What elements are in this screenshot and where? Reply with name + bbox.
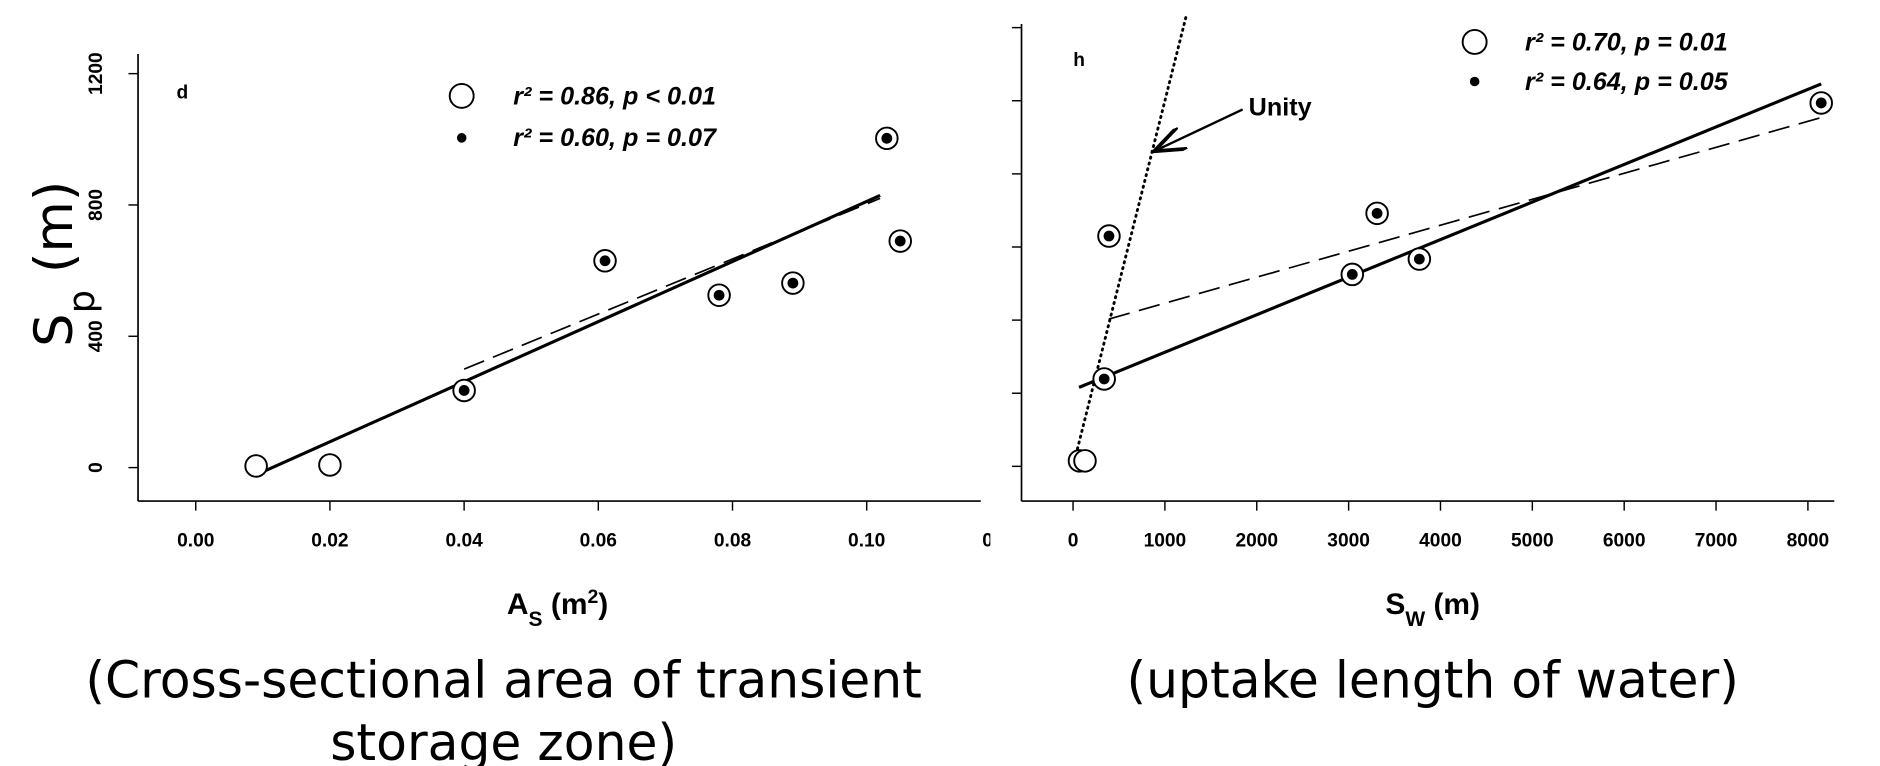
x-tick-label: 5000	[1511, 531, 1554, 552]
fit-line	[1078, 82, 1822, 389]
caption: storage zone)	[330, 713, 677, 766]
caption: (uptake length of water)	[1127, 651, 1739, 710]
x-axis-title-part: W	[1405, 607, 1425, 630]
dot-point	[1413, 253, 1425, 265]
x-tick-label: 0	[1068, 531, 1079, 552]
x-tick-label: 0.02	[311, 531, 348, 552]
x-axis-title-part: 2	[587, 586, 598, 608]
y-tick-label: 1200	[86, 52, 107, 95]
x-tick-label: 0.12	[982, 531, 1019, 552]
dot-point	[599, 255, 611, 267]
y-axis-title-part: (m)	[24, 181, 85, 290]
x-tick-label: 6000	[1603, 531, 1646, 552]
y-axis-title-part: p	[60, 290, 103, 313]
x-tick-label: 7000	[1695, 531, 1738, 552]
legend-label: r² = 0.64, p = 0.05	[1525, 68, 1729, 96]
y-axis-title-part: S	[24, 313, 85, 346]
y-tick-label: 800	[86, 189, 107, 221]
legend-marker	[1461, 29, 1488, 55]
fit-line	[1108, 116, 1822, 320]
dot-point	[458, 385, 470, 396]
x-tick-label: 0.04	[445, 531, 483, 552]
x-tick-label: 8000	[1787, 531, 1830, 552]
dot-point	[894, 235, 906, 247]
x-axis-title: SW (m)	[1385, 588, 1480, 631]
panel: 0.00 0.02 0.04 0.06 0.08 0.10 0.12 0 400 800 1200 r…	[86, 52, 1019, 552]
x-tick-label: 0.10	[848, 531, 885, 552]
dot-point	[1815, 97, 1827, 109]
fit-line	[463, 197, 881, 370]
x-axis-title-part: S	[529, 607, 543, 630]
legend-label: r² = 0.60, p = 0.07	[513, 124, 717, 152]
x-tick-label: 0.08	[714, 531, 752, 552]
dot-point	[713, 289, 725, 301]
x-tick-label: 3000	[1327, 531, 1370, 552]
y-tick-label: 0	[86, 462, 107, 473]
dot-point	[1346, 269, 1358, 280]
annotation: Unity	[1249, 93, 1312, 121]
panel: 0 1000 2000 3000 4000 5000 6000 7000 8000 Unity r²…	[1011, 11, 1835, 552]
dot-point	[881, 132, 893, 144]
legend-label: r² = 0.86, p < 0.01	[513, 82, 716, 110]
open-point	[244, 454, 268, 478]
open-point	[318, 453, 342, 477]
dot-point	[787, 277, 799, 289]
fit-line	[255, 194, 881, 477]
x-tick-label: 2000	[1235, 531, 1278, 552]
legend-marker	[456, 133, 467, 143]
x-tick-label: 4000	[1419, 531, 1462, 552]
x-tick-label: 1000	[1144, 531, 1187, 552]
dot-point	[1098, 373, 1110, 385]
x-axis-title-part: (m)	[1425, 588, 1480, 621]
panel-label: d	[177, 82, 189, 103]
legend-label: r² = 0.70, p = 0.01	[1525, 28, 1728, 56]
caption: (Cross-sectional area of transient	[85, 651, 922, 710]
x-tick-label: 0.06	[580, 531, 617, 552]
dot-point	[1103, 230, 1115, 242]
x-axis-title-part: A	[507, 588, 529, 621]
reference-line	[1071, 11, 1189, 468]
x-axis-title-part: )	[598, 588, 608, 621]
legend-marker	[448, 82, 475, 109]
x-axis-title-part: (m	[543, 588, 588, 621]
panel-label: h	[1073, 50, 1085, 71]
x-tick-label: 0.00	[177, 531, 214, 552]
x-axis-title-part: S	[1385, 588, 1405, 621]
legend-marker	[1469, 76, 1480, 87]
annotation-arrow	[1156, 108, 1244, 150]
y-tick-label: 400	[86, 320, 107, 352]
x-axis-title: AS (m2)	[507, 586, 608, 631]
dot-point	[1371, 207, 1383, 219]
y-axis-title: Sp (m)	[24, 181, 103, 347]
open-point	[1073, 449, 1097, 473]
